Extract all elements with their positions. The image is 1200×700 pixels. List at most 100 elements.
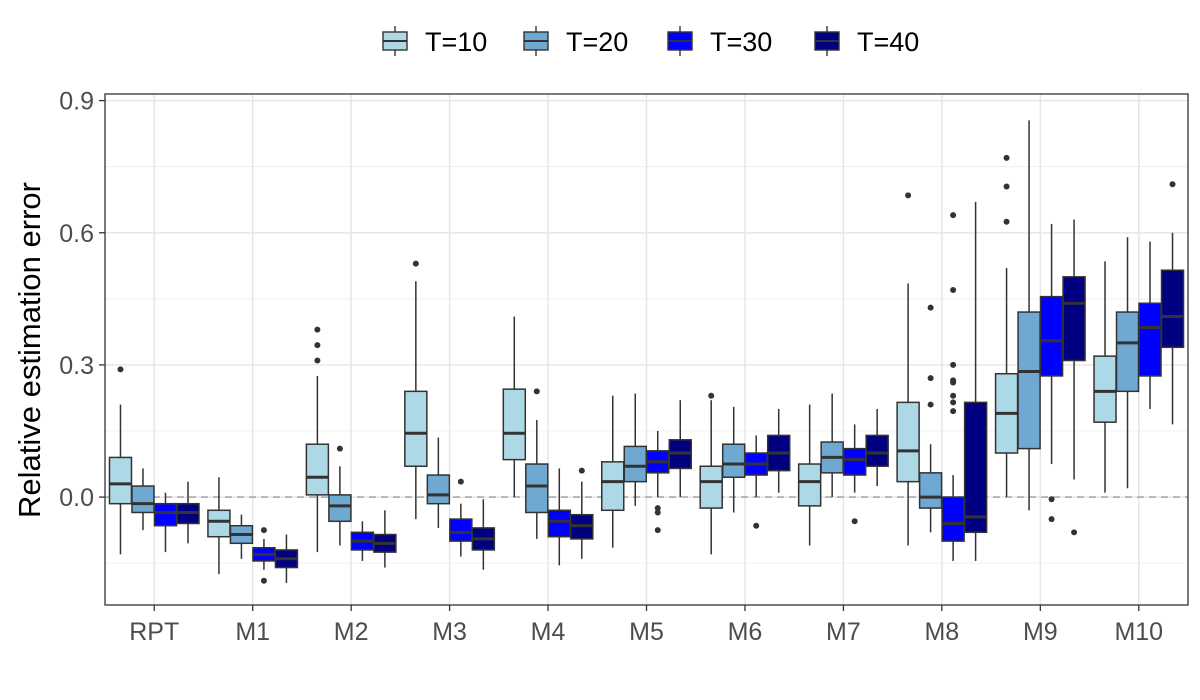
box-m9-t30 [1039, 223, 1064, 523]
box-m3-t10 [404, 260, 428, 520]
legend-label: T=40 [857, 27, 919, 57]
box-m7-t40 [865, 408, 889, 487]
legend-label: T=10 [425, 27, 487, 57]
box-group-m9 [994, 120, 1086, 536]
outlier-point [1003, 218, 1010, 225]
x-axis: RPT M1 M2 M3 M4 M5 M6 M7 M8 M9 M10 [129, 605, 1163, 646]
box-m5-t10 [601, 395, 625, 548]
box-m3-t40 [471, 499, 496, 570]
outlier-point [1071, 529, 1078, 536]
box-group-m3 [404, 260, 496, 570]
box-group-m2 [305, 326, 397, 568]
box-m1-t30 [252, 527, 276, 584]
box-body [1017, 311, 1041, 450]
outlier-point [314, 326, 321, 333]
box-m2-t20 [328, 445, 352, 546]
y-tick-label: 0.9 [59, 88, 94, 116]
box-body [601, 461, 625, 512]
box-m3-t20 [426, 437, 451, 528]
outlier-point [1169, 181, 1176, 188]
outlier-point [1048, 496, 1055, 503]
legend-label: T=30 [710, 27, 772, 57]
box-m6-t10 [699, 392, 723, 555]
outlier-point [1003, 183, 1010, 190]
box-body [797, 463, 822, 507]
outlier-point [950, 287, 957, 294]
box-group-m4 [502, 316, 594, 566]
outlier-point [905, 192, 912, 199]
box-rpt-t20 [131, 468, 155, 531]
outlier-point [117, 366, 124, 373]
box-body [547, 509, 572, 538]
x-tick-label: M3 [432, 618, 467, 646]
y-tick-label: 0.0 [59, 484, 94, 512]
outlier-point [927, 304, 934, 311]
box-group-m8 [896, 192, 988, 561]
x-tick-label: M7 [826, 618, 861, 646]
box-body [328, 494, 352, 523]
box-m8-t10 [896, 192, 920, 546]
box-body [896, 401, 920, 483]
box-body [842, 447, 867, 476]
grid [105, 94, 1188, 605]
box-m1-t20 [229, 514, 254, 559]
outlier-point [336, 445, 343, 452]
box-body [153, 502, 178, 527]
box-body [1115, 311, 1140, 393]
box-m8-t30 [941, 212, 965, 561]
box-body [941, 496, 965, 542]
outlier-point [260, 527, 267, 534]
y-tick-label: 0.6 [59, 220, 94, 248]
box-body [1062, 276, 1086, 362]
outlier-point [654, 527, 661, 534]
x-tick-label: RPT [129, 618, 179, 646]
legend-item-t20: T=20 [523, 26, 628, 57]
box-m2-t40 [373, 510, 397, 568]
x-tick-label: M10 [1114, 618, 1163, 646]
box-m3-t30 [449, 478, 473, 557]
outlier-point [927, 375, 934, 382]
outlier-point [533, 388, 540, 395]
box-body [1093, 355, 1117, 423]
box-body [502, 388, 527, 461]
box-body [131, 485, 155, 514]
box-group-rpt [108, 366, 200, 555]
x-tick-label: M4 [531, 618, 566, 646]
outlier-point [1003, 154, 1010, 161]
box-rpt-t30 [153, 492, 178, 553]
box-rpt-t40 [176, 481, 200, 544]
box-body [207, 509, 231, 538]
outlier-point [578, 467, 585, 474]
outlier-point [654, 505, 661, 512]
box-m10-t20 [1115, 237, 1140, 489]
outlier-point [927, 401, 934, 408]
box-body [108, 456, 133, 505]
box-body [623, 445, 647, 483]
outlier-point [950, 212, 957, 219]
box-m9-t20 [1017, 120, 1041, 511]
y-axis: 0.0 0.3 0.6 0.9 [59, 88, 105, 512]
outlier-point [412, 260, 419, 267]
box-group-m7 [797, 393, 889, 546]
box-m8-t20 [918, 304, 943, 533]
box-group-m5 [601, 393, 692, 548]
box-groups [108, 120, 1185, 584]
y-axis-label: Relative estimation error [12, 182, 47, 518]
box-body [865, 434, 889, 467]
box-body [1039, 295, 1064, 377]
box-body [1160, 269, 1185, 349]
outlier-point [260, 577, 267, 584]
box-m6-t40 [766, 408, 791, 493]
box-m8-t40 [963, 201, 988, 561]
legend-label: T=20 [566, 27, 628, 57]
box-m4-t30 [547, 468, 572, 566]
box-m2-t30 [350, 521, 375, 561]
box-body [699, 465, 723, 509]
legend: T=10 T=20 T=30 T=40 [382, 26, 919, 57]
outlier-point [753, 522, 760, 529]
outlier-point [950, 399, 957, 406]
box-body [426, 474, 451, 505]
box-m4-t40 [570, 467, 594, 559]
outlier-point [314, 342, 321, 349]
outlier-point [708, 392, 715, 399]
